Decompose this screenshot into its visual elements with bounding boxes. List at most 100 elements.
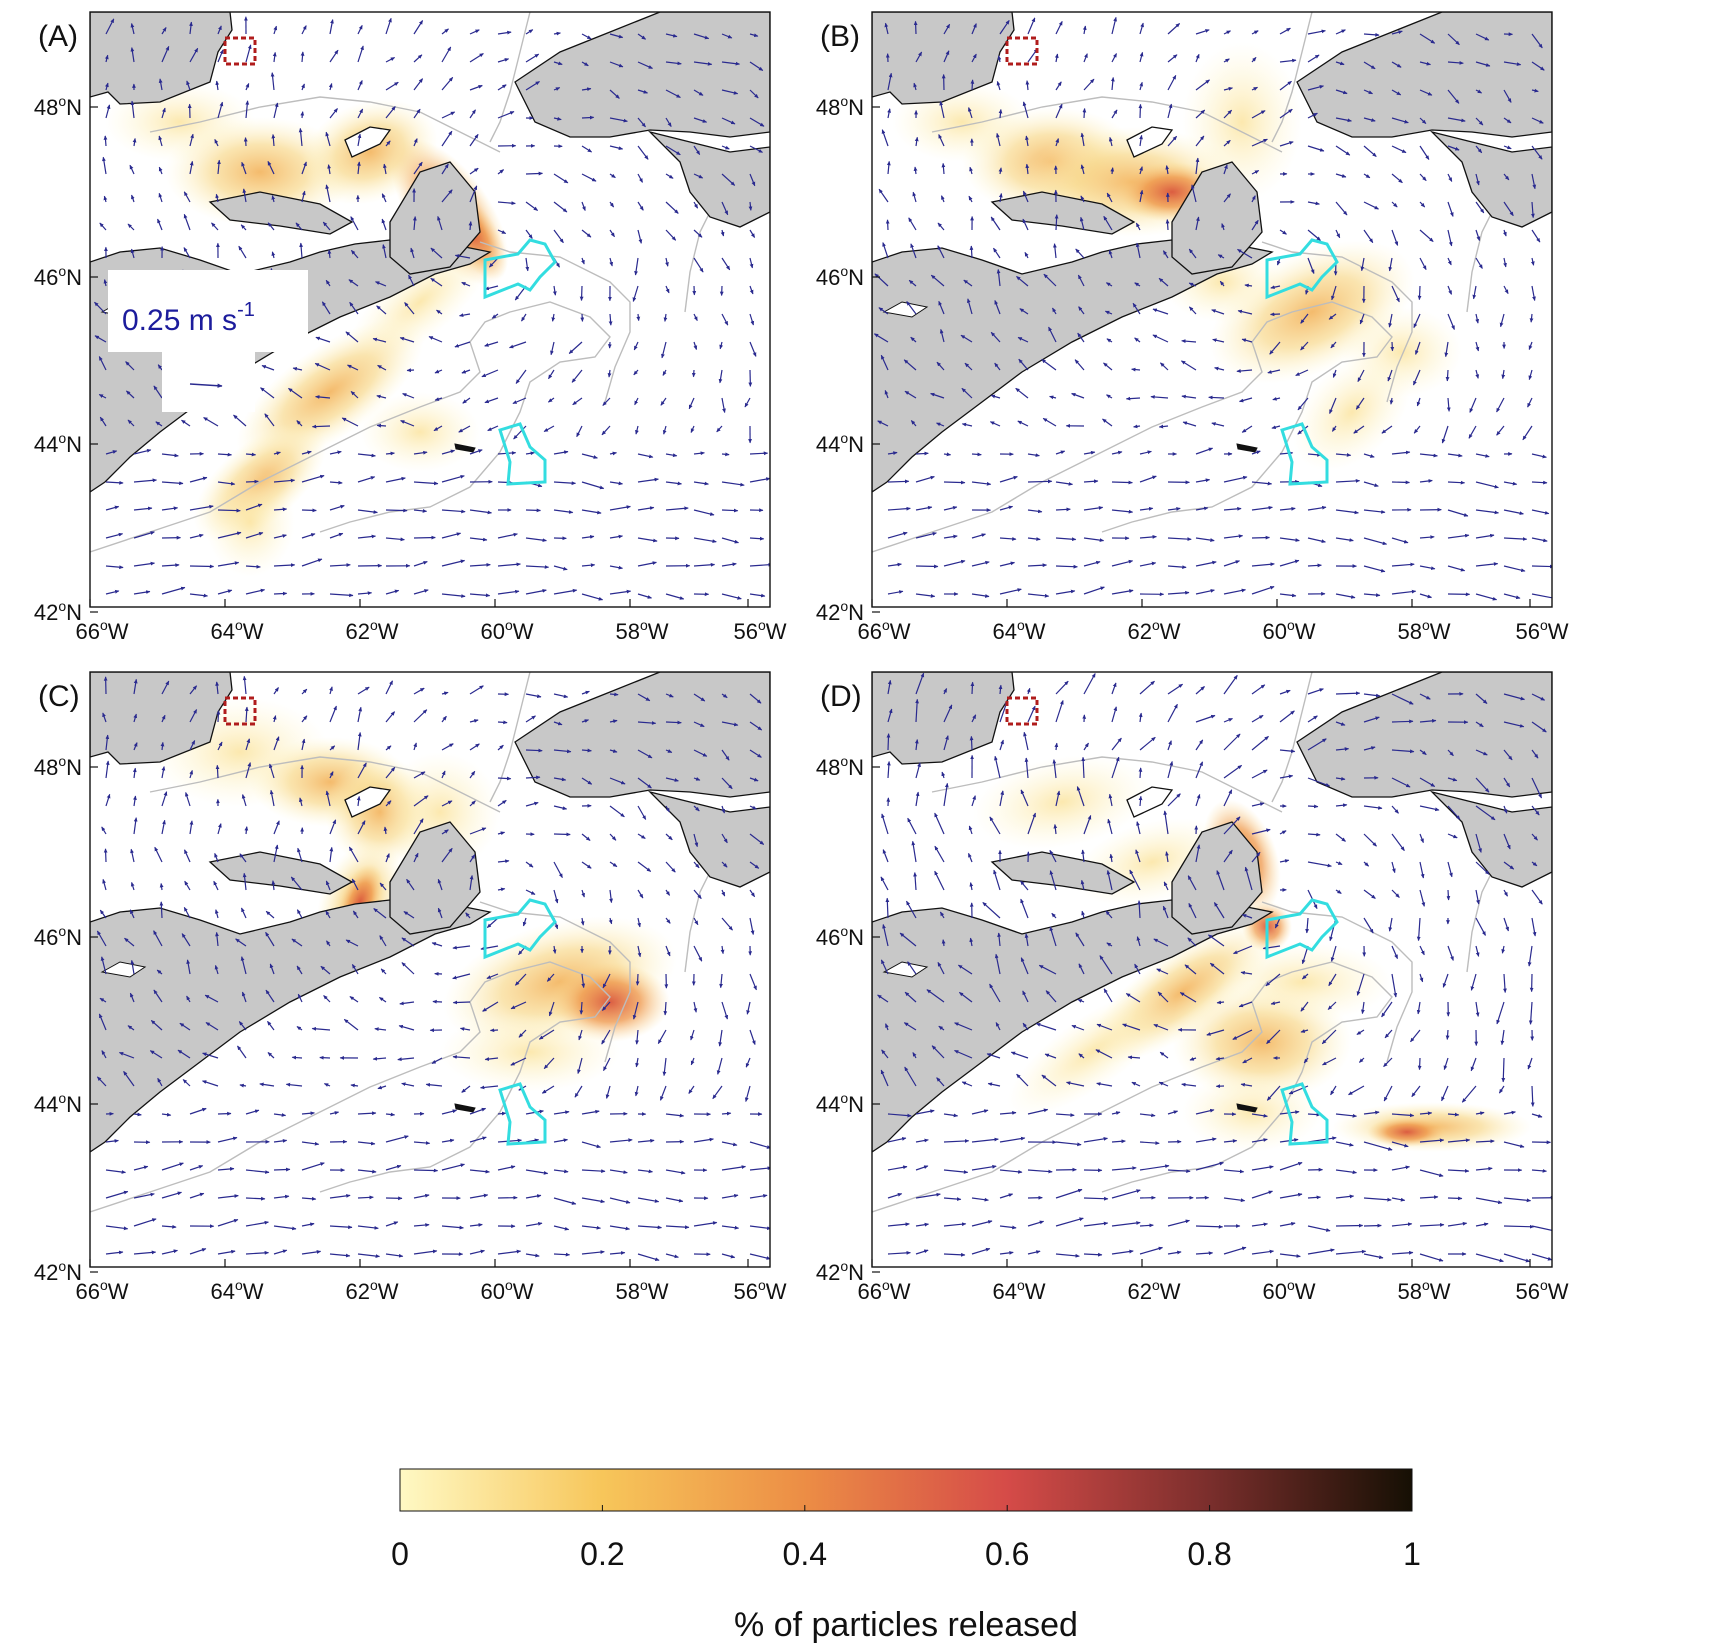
current-arrow-icon — [609, 117, 628, 123]
lon-tick-label: 64oW — [992, 1277, 1045, 1304]
current-arrow-icon — [161, 45, 170, 63]
current-arrow-icon — [665, 173, 674, 179]
current-arrow-icon — [609, 565, 623, 570]
current-arrow-icon — [481, 369, 499, 378]
current-arrow-icon — [458, 425, 471, 433]
degree-mark: o — [758, 1277, 766, 1293]
hemisphere: W — [513, 619, 534, 644]
current-arrow-icon — [581, 535, 595, 539]
lon-tick-label: 58oW — [1397, 1277, 1450, 1304]
current-arrow-icon — [103, 279, 108, 287]
current-arrow-icon — [341, 417, 359, 427]
current-arrow-icon — [580, 313, 585, 322]
current-arrow-icon — [357, 80, 363, 91]
current-arrow-icon — [1108, 136, 1113, 147]
hemisphere: W — [1295, 1279, 1316, 1304]
current-arrow-icon — [315, 336, 331, 343]
current-arrow-icon — [1251, 195, 1256, 203]
current-arrow-icon — [637, 477, 659, 483]
current-arrow-icon — [968, 195, 973, 203]
current-arrow-icon — [245, 100, 250, 119]
current-arrow-icon — [1223, 86, 1233, 91]
current-arrow-icon — [99, 222, 107, 231]
density-cell — [360, 392, 480, 472]
current-arrow-icon — [553, 87, 561, 91]
lon-value: 56 — [1515, 619, 1539, 644]
current-arrow-icon — [525, 508, 541, 513]
current-arrow-icon — [189, 133, 194, 147]
current-arrow-icon — [385, 589, 400, 595]
current-arrow-icon — [637, 145, 649, 160]
current-arrow-icon — [749, 117, 765, 127]
current-arrow-icon — [1251, 169, 1260, 175]
current-arrow-icon — [913, 166, 918, 175]
current-arrow-icon — [432, 999, 443, 1004]
current-arrow-icon — [1475, 145, 1483, 154]
current-arrow-icon — [245, 588, 266, 595]
current-arrow-icon — [969, 245, 974, 259]
current-arrow-icon — [452, 1000, 471, 1005]
current-arrow-icon — [469, 509, 492, 515]
hemisphere: W — [378, 1279, 399, 1304]
current-arrow-icon — [1167, 74, 1177, 91]
current-arrow-icon — [350, 216, 359, 231]
lat-tick-label: 48oN — [34, 93, 82, 120]
hemisphere: W — [378, 619, 399, 644]
current-arrow-icon — [912, 191, 917, 203]
current-arrow-icon — [915, 51, 923, 63]
lat-value: 42 — [34, 1260, 58, 1285]
hemisphere: W — [766, 1279, 787, 1304]
lon-value: 56 — [1515, 1279, 1539, 1304]
degree-mark: o — [58, 93, 66, 109]
current-arrow-icon — [217, 481, 236, 486]
current-arrow-icon — [1363, 117, 1376, 122]
current-arrow-icon — [125, 390, 135, 399]
current-arrow-icon — [665, 593, 685, 600]
current-arrow-icon — [749, 451, 769, 456]
current-arrow-icon — [886, 160, 891, 175]
current-arrow-icon — [601, 425, 611, 436]
current-arrow-icon — [553, 61, 563, 66]
current-arrow-icon — [693, 33, 710, 40]
current-arrow-icon — [749, 89, 759, 99]
colorbar-title: % of particles released — [734, 1606, 1078, 1644]
lat-tick-label: 48oN — [816, 93, 864, 120]
current-arrow-icon — [581, 87, 592, 92]
current-arrow-icon — [665, 61, 682, 66]
hemisphere: W — [1430, 619, 1451, 644]
current-arrow-icon — [329, 108, 338, 119]
degree-mark: o — [882, 1277, 890, 1293]
current-arrow-icon — [721, 562, 737, 567]
current-arrow-icon — [301, 83, 305, 91]
lon-tick-label: 58oW — [615, 1277, 668, 1304]
current-arrow-icon — [436, 309, 443, 315]
current-arrow-icon — [1195, 109, 1206, 119]
current-arrow-icon — [665, 720, 682, 725]
lon-tick-label: 56oW — [1515, 617, 1568, 644]
current-arrow-icon — [885, 897, 890, 919]
degree-mark: o — [505, 617, 513, 633]
current-arrow-icon — [1223, 30, 1231, 35]
current-arrow-icon — [553, 450, 569, 455]
current-arrow-icon — [404, 302, 415, 315]
current-arrow-icon — [721, 257, 731, 271]
island — [344, 126, 392, 158]
degree-mark: o — [840, 923, 848, 939]
current-arrow-icon — [1335, 117, 1352, 123]
current-arrow-icon — [637, 537, 658, 543]
current-arrow-icon — [553, 1252, 571, 1257]
current-arrow-icon — [413, 108, 421, 119]
hemisphere: N — [848, 755, 864, 780]
degree-mark: o — [1017, 617, 1025, 633]
current-arrow-icon — [884, 22, 889, 35]
current-arrow-icon — [413, 78, 424, 91]
current-arrow-icon — [749, 313, 755, 326]
current-arrow-icon — [454, 254, 471, 259]
lon-value: 60 — [480, 1279, 504, 1304]
current-arrow-icon — [1279, 80, 1292, 91]
current-arrow-icon — [348, 279, 359, 287]
current-arrow-icon — [428, 336, 443, 343]
current-arrow-icon — [637, 506, 655, 511]
current-arrow-icon — [189, 564, 215, 569]
